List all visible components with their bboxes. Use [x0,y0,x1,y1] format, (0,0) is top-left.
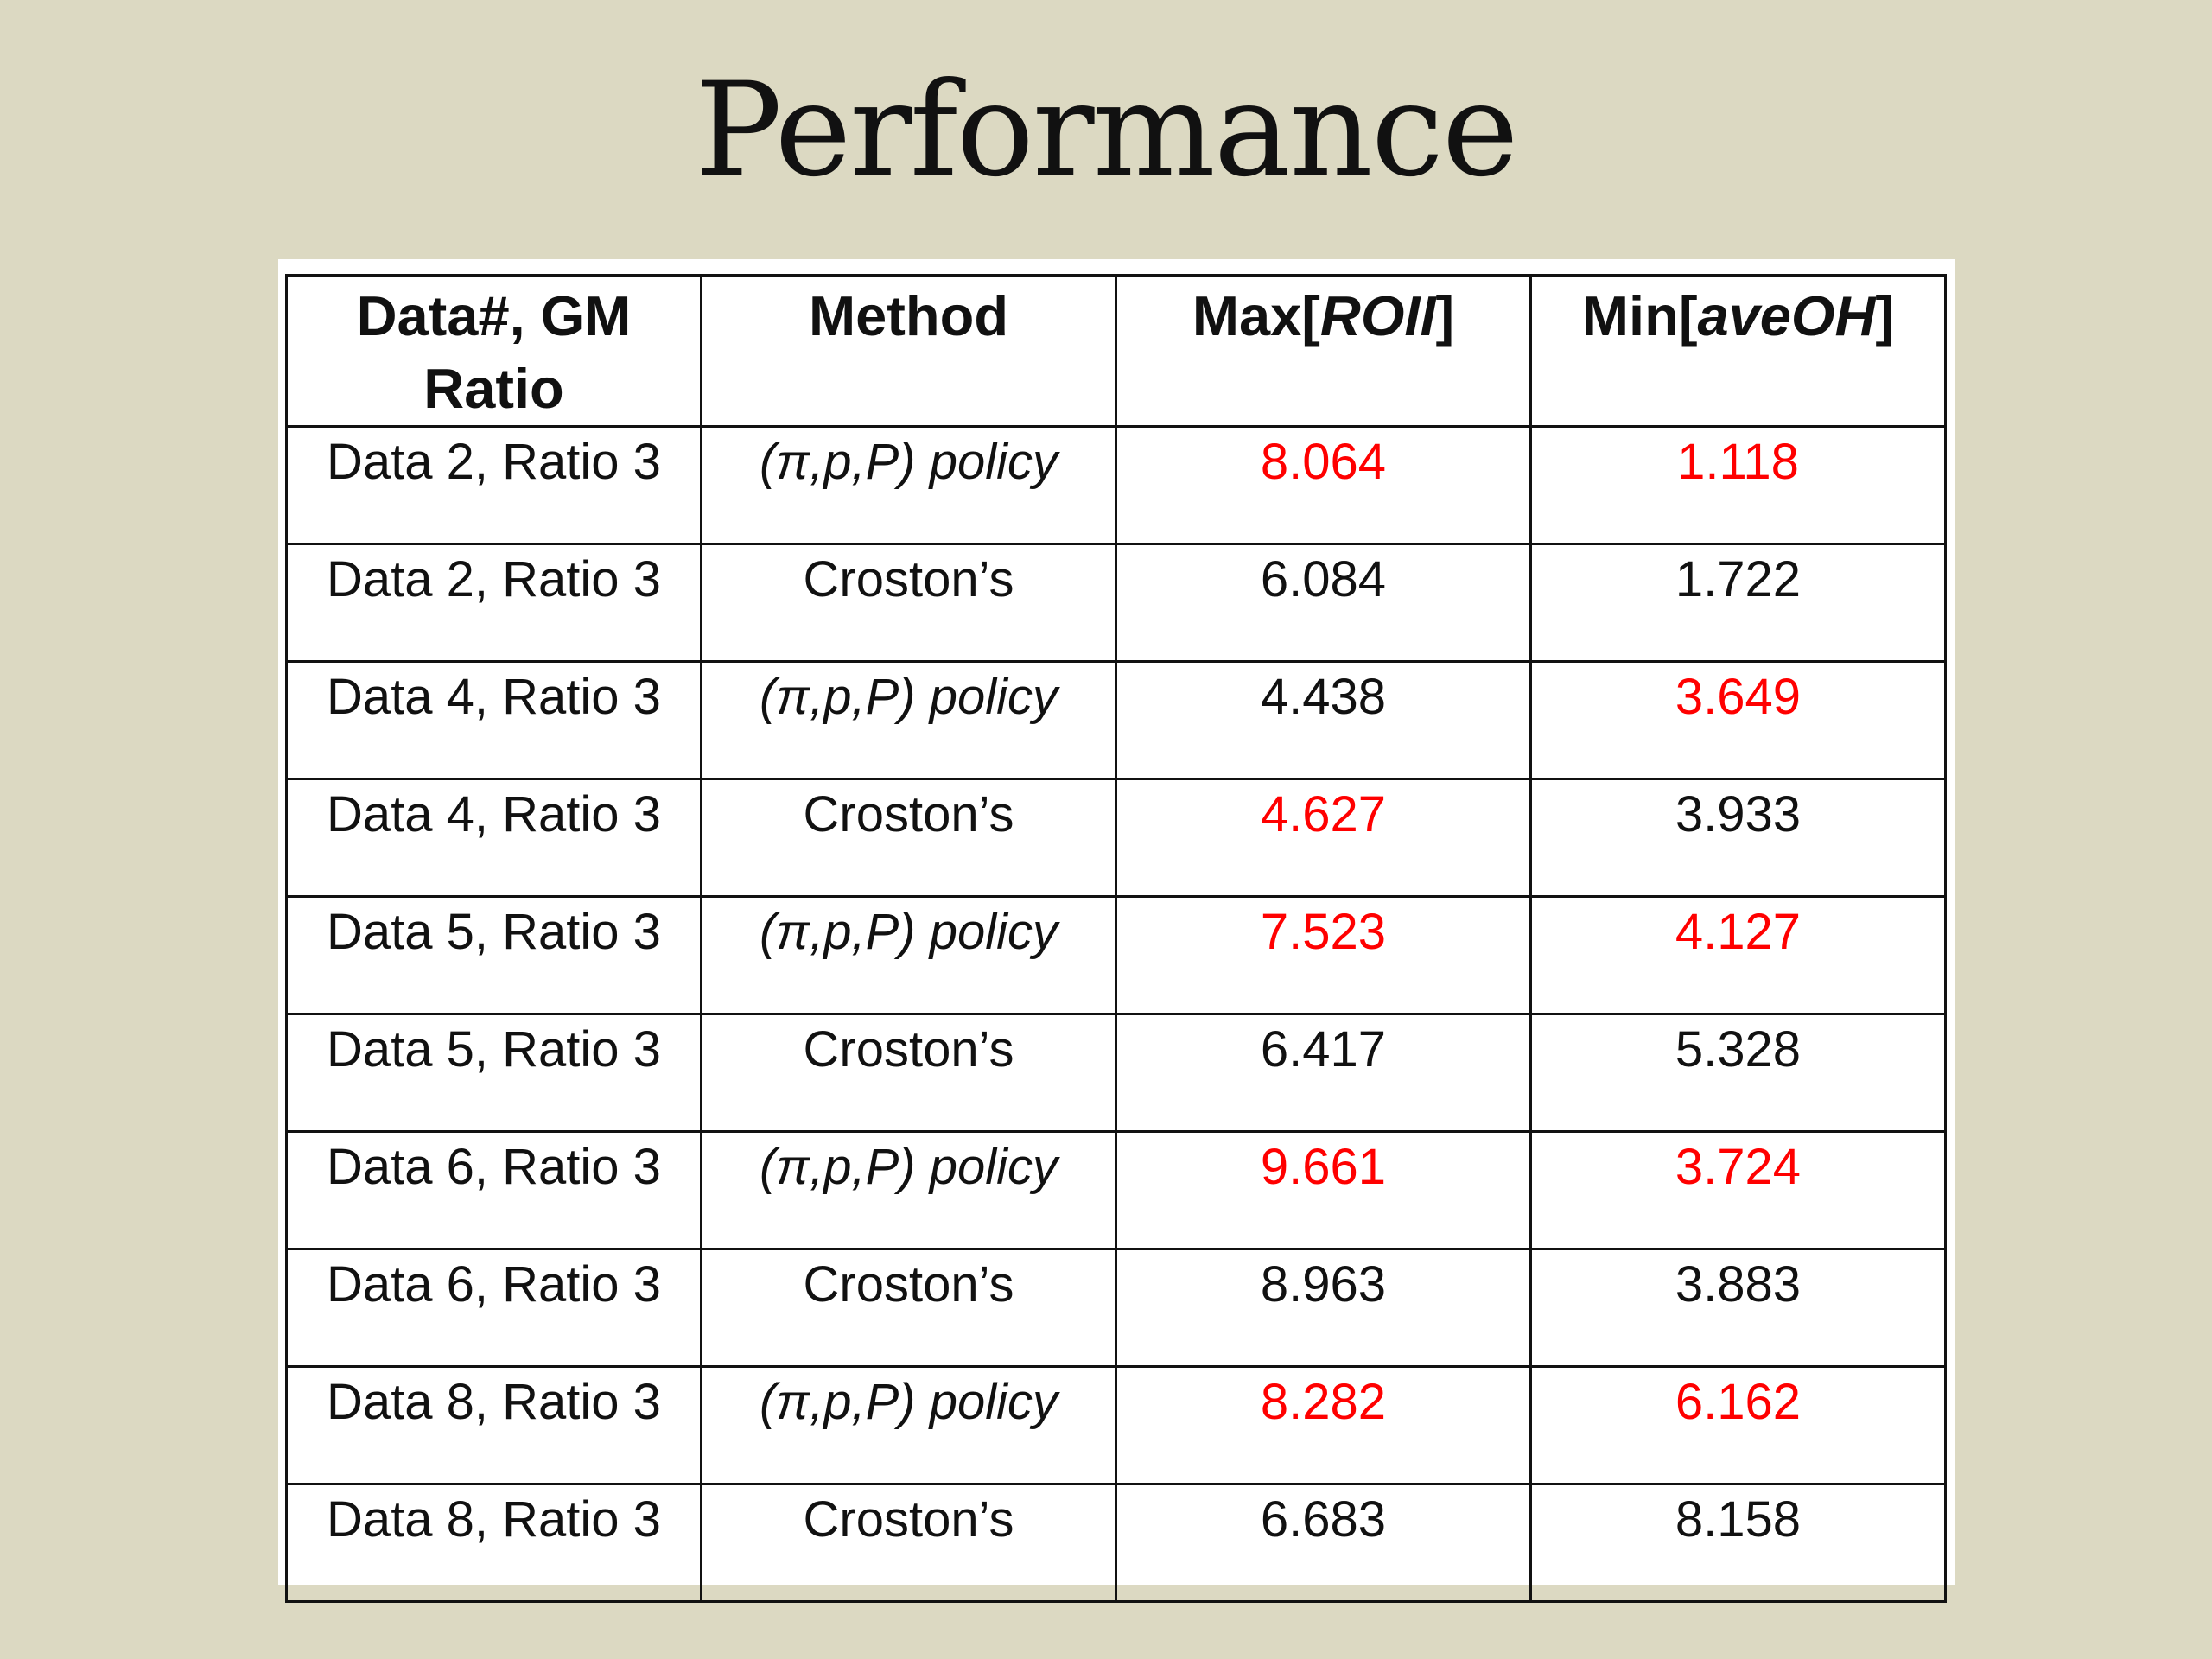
header-italic-text: aveOH [1697,284,1876,347]
table-row: Data 5, Ratio 3 Croston’s 6.417 5.328 [285,1013,1947,1133]
cell-max-roii: 7.523 [1115,895,1532,1015]
cell-max-roii: 8.064 [1115,425,1532,545]
cell-method: Croston’s [700,1483,1117,1603]
cell-min-aveoh: 4.127 [1529,895,1947,1015]
cell-method: (π,p,P) policy [700,660,1117,780]
cell-data-ratio: Data 6, Ratio 3 [285,1248,702,1368]
header-data-gm-ratio: Data#, GM Ratio [285,274,702,428]
cell-method: (π,p,P) policy [700,1130,1117,1250]
cell-max-roii: 8.963 [1115,1248,1532,1368]
cell-min-aveoh: 3.883 [1529,1248,1947,1368]
cell-max-roii: 4.627 [1115,778,1532,898]
cell-method: (π,p,P) policy [700,425,1117,545]
header-italic-text: ROII [1319,284,1436,347]
cell-method: Croston’s [700,1013,1117,1133]
header-text-suffix: ] [1435,284,1455,347]
performance-table: Data#, GM Ratio Method Max[ROII] Min[aveOH]… [285,274,1947,1603]
cell-data-ratio: Data 5, Ratio 3 [285,1013,702,1133]
cell-max-roii: 6.084 [1115,543,1532,663]
cell-data-ratio: Data 5, Ratio 3 [285,895,702,1015]
table-row: Data 6, Ratio 3 (π,p,P) policy 9.661 3.724 [285,1130,1947,1250]
cell-data-ratio: Data 8, Ratio 3 [285,1365,702,1485]
cell-max-roii: 6.417 [1115,1013,1532,1133]
cell-method: (π,p,P) policy [700,895,1117,1015]
cell-max-roii: 6.683 [1115,1483,1532,1603]
cell-method: (π,p,P) policy [700,1365,1117,1485]
cell-min-aveoh: 6.162 [1529,1365,1947,1485]
table-row: Data 5, Ratio 3 (π,p,P) policy 7.523 4.127 [285,895,1947,1015]
cell-method: Croston’s [700,778,1117,898]
header-max-roii: Max[ROII] [1115,274,1532,428]
table-row: Data 8, Ratio 3 (π,p,P) policy 8.282 6.162 [285,1365,1947,1485]
cell-data-ratio: Data 4, Ratio 3 [285,778,702,898]
header-text: Max[ [1192,284,1320,347]
table-body: Data 2, Ratio 3 (π,p,P) policy 8.064 1.118 D… [285,425,1947,1603]
header-text-suffix: ] [1875,284,1895,347]
cell-data-ratio: Data 2, Ratio 3 [285,425,702,545]
cell-min-aveoh: 5.328 [1529,1013,1947,1133]
cell-min-aveoh: 8.158 [1529,1483,1947,1603]
cell-method: Croston’s [700,543,1117,663]
slide-title: Performance [695,55,1518,206]
header-min-aveoh: Min[aveOH] [1529,274,1947,428]
cell-max-roii: 4.438 [1115,660,1532,780]
header-text: Data#, GM Ratio [356,284,632,420]
cell-max-roii: 9.661 [1115,1130,1532,1250]
cell-min-aveoh: 1.722 [1529,543,1947,663]
cell-min-aveoh: 1.118 [1529,425,1947,545]
cell-method: Croston’s [700,1248,1117,1368]
cell-data-ratio: Data 8, Ratio 3 [285,1483,702,1603]
table-header-row: Data#, GM Ratio Method Max[ROII] Min[aveOH] [285,274,1947,428]
table-row: Data 6, Ratio 3 Croston’s 8.963 3.883 [285,1248,1947,1368]
cell-max-roii: 8.282 [1115,1365,1532,1485]
cell-data-ratio: Data 6, Ratio 3 [285,1130,702,1250]
cell-min-aveoh: 3.724 [1529,1130,1947,1250]
header-text: Method [808,284,1009,347]
table-row: Data 2, Ratio 3 (π,p,P) policy 8.064 1.118 [285,425,1947,545]
table-panel: Data#, GM Ratio Method Max[ROII] Min[aveOH]… [278,259,1955,1603]
header-text: Min[ [1581,284,1698,347]
cell-min-aveoh: 3.933 [1529,778,1947,898]
table-row: Data 2, Ratio 3 Croston’s 6.084 1.722 [285,543,1947,663]
header-method: Method [700,274,1117,428]
cell-data-ratio: Data 4, Ratio 3 [285,660,702,780]
cell-data-ratio: Data 2, Ratio 3 [285,543,702,663]
table-row: Data 4, Ratio 3 Croston’s 4.627 3.933 [285,778,1947,898]
table-row: Data 8, Ratio 3 Croston’s 6.683 8.158 [285,1483,1947,1603]
table-row: Data 4, Ratio 3 (π,p,P) policy 4.438 3.649 [285,660,1947,780]
cell-min-aveoh: 3.649 [1529,660,1947,780]
